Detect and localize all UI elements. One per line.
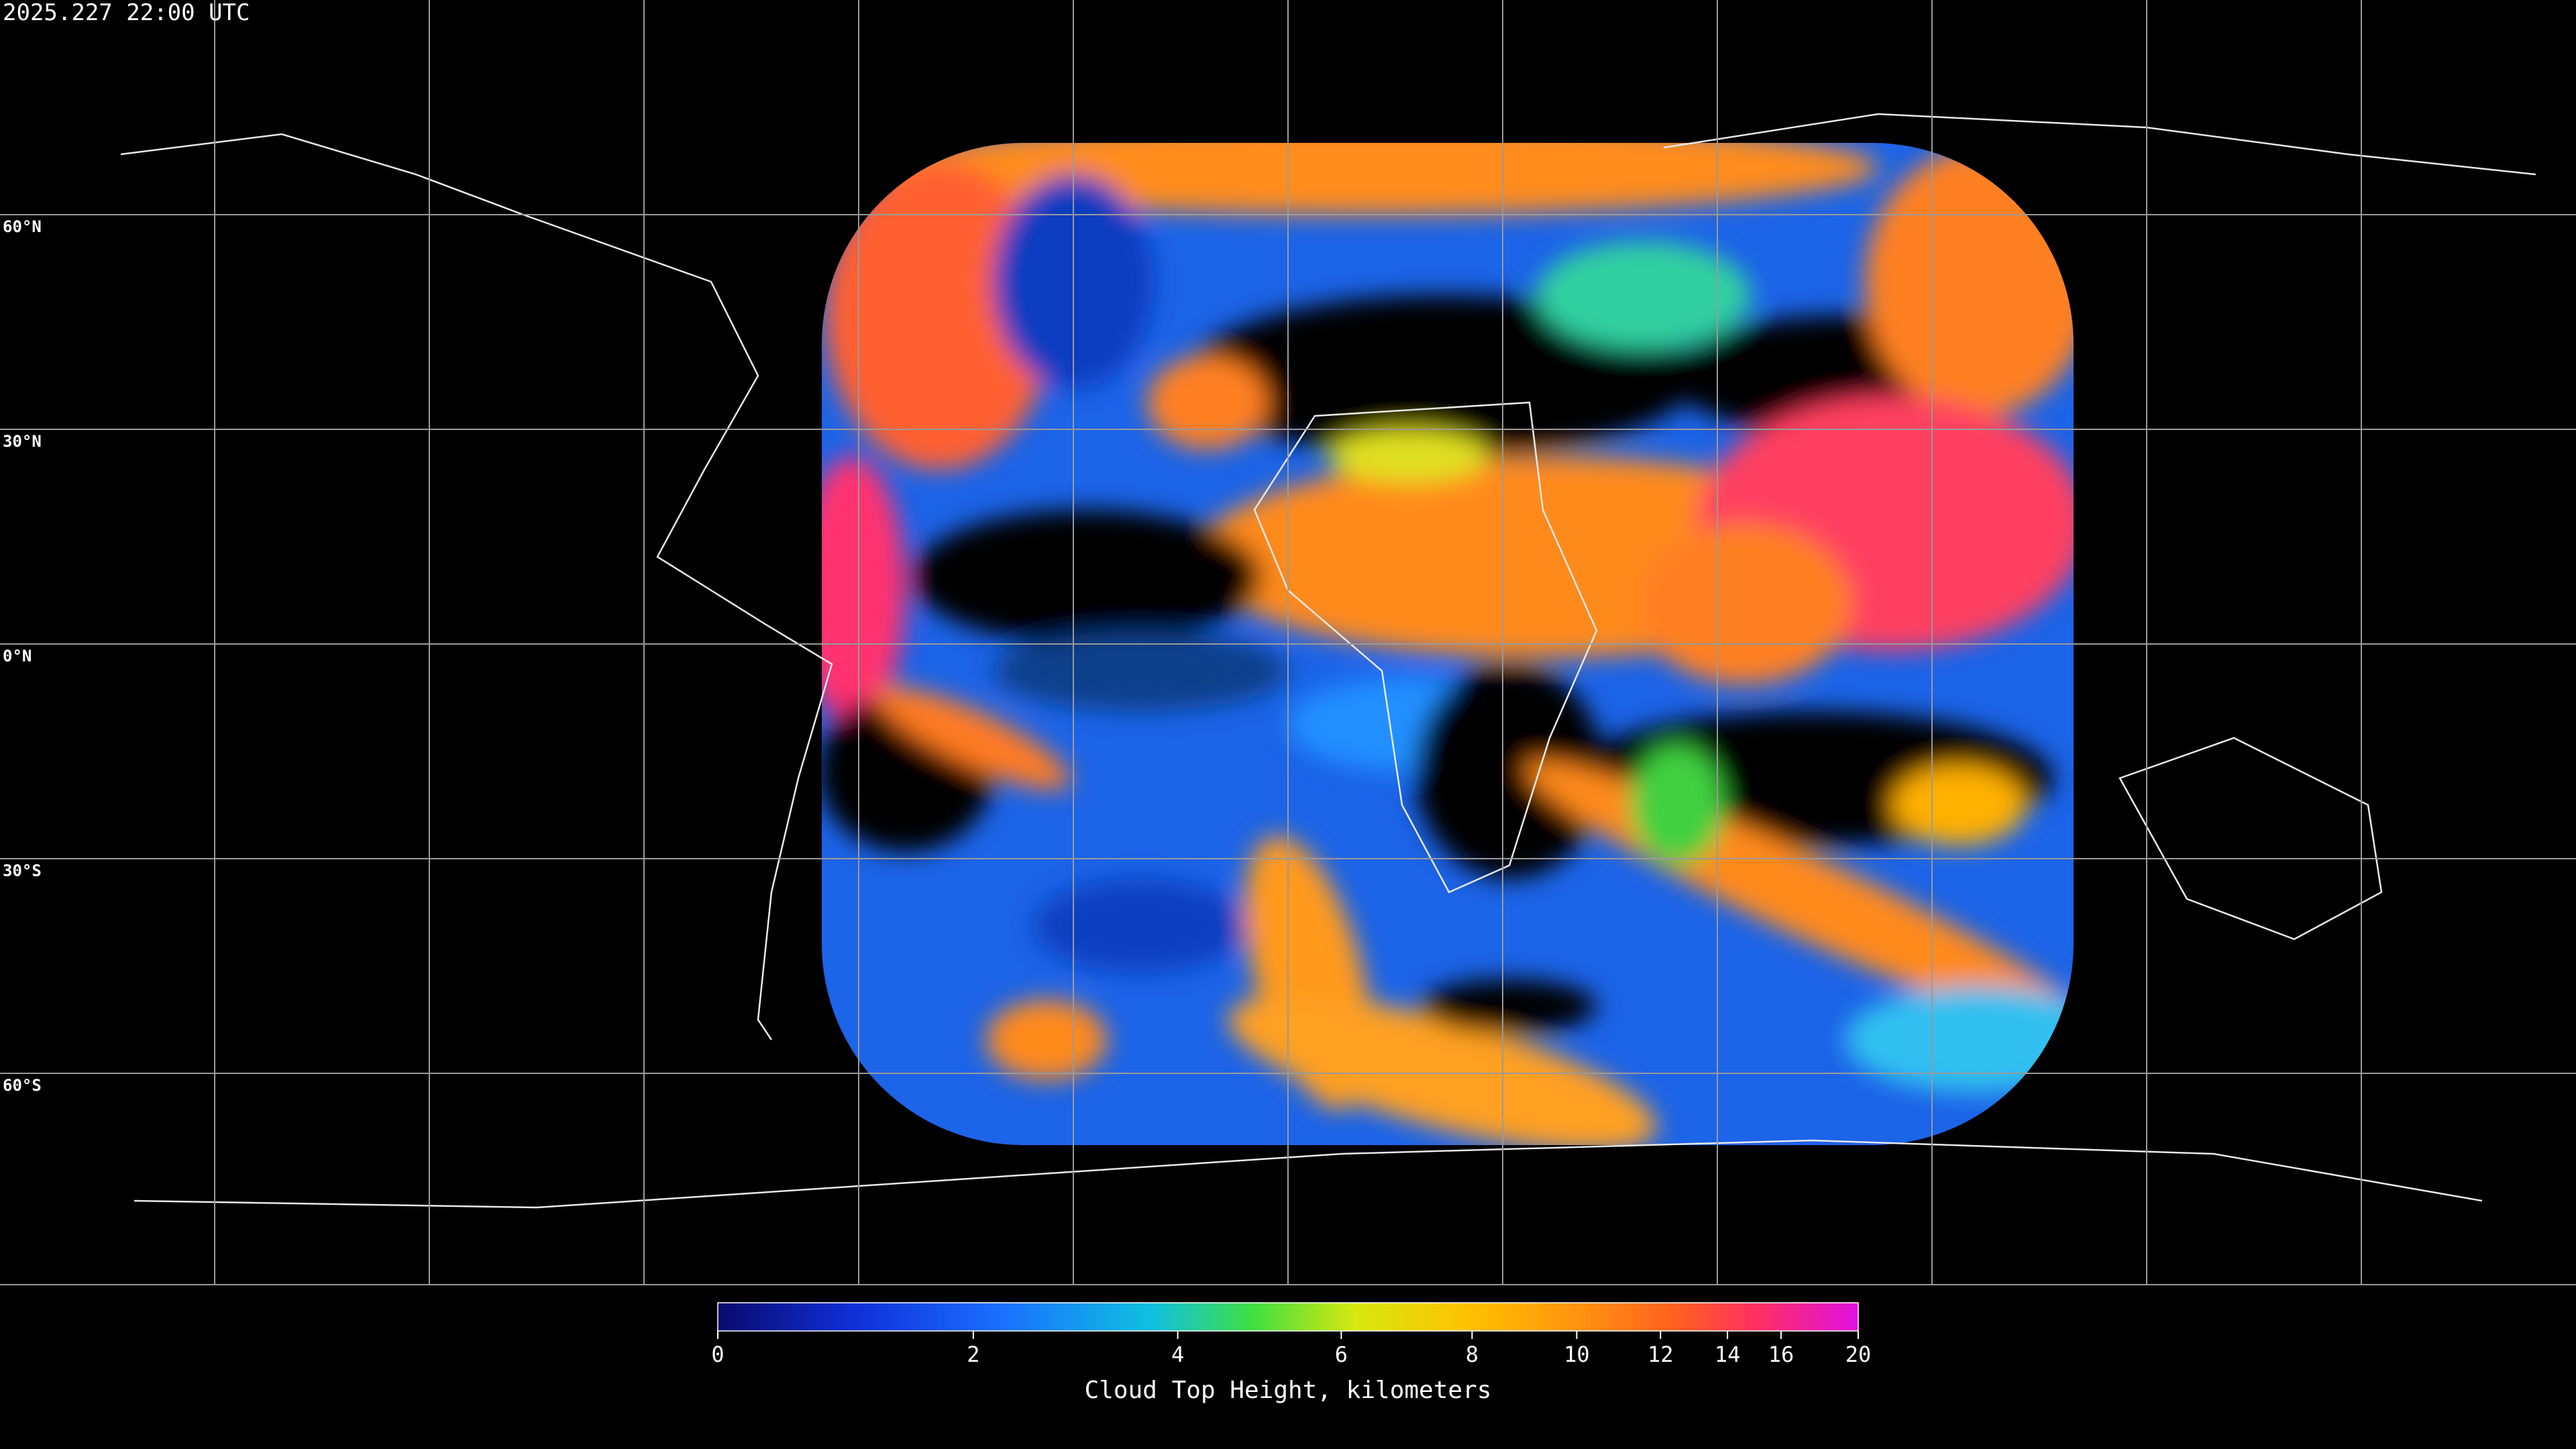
coastline: [2118, 737, 2383, 941]
coastline: [120, 133, 833, 1040]
colorbar-tick-label: 20: [1845, 1342, 1872, 1367]
colorbar-gradient: [717, 1302, 1859, 1332]
colorbar-tick-label: 4: [1171, 1342, 1184, 1367]
coastline: [1253, 401, 1598, 894]
coastline: [133, 1139, 2483, 1209]
latitude-label: 60°S: [3, 1076, 42, 1095]
latitude-label: 30°N: [3, 432, 42, 451]
latitude-label: 60°N: [3, 217, 42, 236]
colorbar-tick-label: 14: [1715, 1342, 1741, 1367]
colorbar-tick-label: 2: [967, 1342, 979, 1367]
colorbar-tick-label: 12: [1648, 1342, 1674, 1367]
latitude-label: 30°S: [3, 861, 42, 880]
latitude-label: 0°N: [3, 647, 32, 665]
colorbar-title: Cloud Top Height, kilometers: [1085, 1377, 1492, 1404]
colorbar-tick-label: 6: [1335, 1342, 1348, 1367]
satellite-imagery: [822, 143, 2074, 1145]
colorbar-tick-label: 0: [711, 1342, 724, 1367]
longitude-lines: [0, 0, 2576, 1285]
colorbar: 0 2 4 6 8 10 12 14 16 20 Cloud Top Height, kilomet…: [711, 1302, 1872, 1404]
colorbar-tick-label: 10: [1564, 1342, 1590, 1367]
timestamp: 2025.227 22:00 UTC: [3, 0, 250, 26]
colorbar-tick-label: 8: [1466, 1342, 1479, 1367]
colorbar-tick-label: 16: [1768, 1342, 1794, 1367]
latitude-grid: 60°N 30°N 0°N 30°S 60°S: [0, 214, 2576, 1095]
